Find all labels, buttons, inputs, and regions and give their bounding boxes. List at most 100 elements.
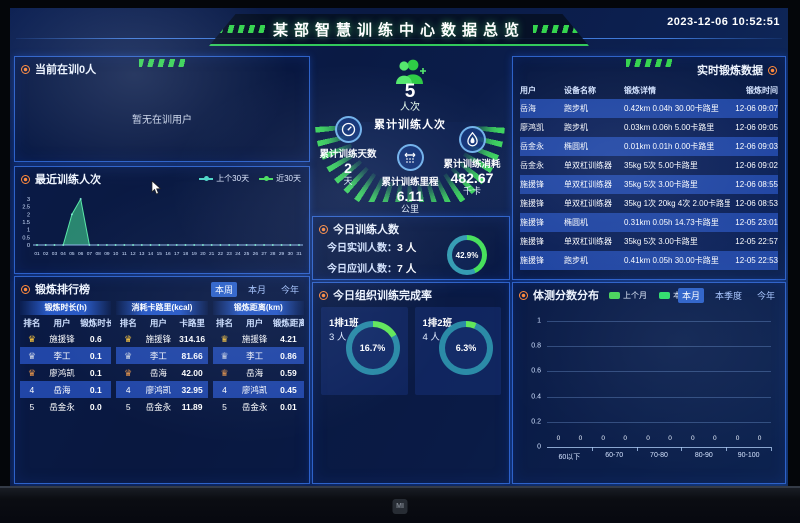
today-count-label: 今日实训人数：	[327, 243, 397, 254]
bullseye-icon	[21, 284, 30, 294]
score-tab[interactable]: 本季度	[714, 291, 742, 301]
medal-icon: ♛	[27, 350, 36, 361]
panel-recent-training-chart: 最近训练人次 上个30天 近30天 0 0.5 1 1.5 2 2.5 3 01 02 03 04 05…	[14, 166, 310, 274]
ranking-tab[interactable]: 本月	[247, 285, 266, 295]
rank-cell: 5	[125, 401, 131, 412]
completion-donut: 16.7%	[345, 321, 400, 375]
panel-title: 今日训练人数	[333, 224, 399, 236]
svg-text:30: 30	[288, 251, 294, 257]
medal-icon: ♛	[220, 350, 229, 361]
squad-count: 4 人	[422, 332, 440, 343]
detail-cell: 35kg 5次 3.00卡路里	[624, 180, 698, 189]
legend-item[interactable]: 上个30天	[199, 173, 249, 184]
bar-value-label: 0	[757, 435, 762, 442]
total-visits-label: 累计训练人次	[374, 119, 446, 131]
panel-title: 当前在训0人	[35, 64, 97, 76]
bar-value-label: 0	[646, 435, 650, 442]
device-cell: 跑步机	[564, 104, 588, 113]
total-visits-value: 5	[404, 81, 416, 102]
rank-cell: ♛	[213, 334, 237, 344]
svg-text:11: 11	[122, 251, 127, 257]
value-cell: 32.95	[181, 384, 203, 395]
svg-text:08: 08	[95, 251, 101, 257]
bar-value-label: 0	[668, 435, 672, 442]
svg-text:13: 13	[139, 251, 145, 257]
column-header: 用户	[520, 85, 536, 95]
detail-cell: 35kg 5次 5.00卡路里	[624, 161, 698, 170]
user-cell: 岳金永	[49, 401, 75, 412]
total-visits-block: 5 人次 累计训练人次	[312, 58, 508, 132]
svg-text:28: 28	[270, 251, 276, 257]
svg-text:04: 04	[61, 251, 67, 257]
rank-cell: ♛	[20, 351, 44, 361]
stat-circle	[458, 126, 486, 153]
axis-tick	[771, 447, 772, 451]
ranking-group-header: 锻炼时长(h)	[20, 301, 112, 315]
ranking-group-header: 消耗卡路里(kcal)	[116, 301, 208, 315]
svg-text:16: 16	[165, 251, 171, 257]
medal-icon: ♛	[27, 333, 36, 344]
panel-title-row: 今日组织训练完成率	[313, 283, 509, 307]
stat-value: 6.11	[396, 188, 424, 204]
value-cell: 0.45	[280, 384, 297, 395]
bullseye-icon	[319, 290, 328, 300]
column-header: 用户	[246, 317, 264, 328]
user-cell: 廖鸿凯	[241, 384, 268, 395]
ranking-tab[interactable]: 本周	[210, 282, 237, 297]
user-cell: 岳海	[149, 367, 167, 378]
user-cell: 岳金永	[520, 142, 544, 151]
table-row: 5 岳金永 0.0	[20, 398, 111, 415]
ranking-tab[interactable]: 今年	[280, 285, 299, 295]
today-count-row: 今日应训人数：7 人	[327, 260, 416, 276]
legend-marker-icon	[609, 292, 620, 299]
user-cell: 岳金永	[520, 161, 544, 170]
bullseye-icon	[21, 174, 30, 184]
legend-label: 上个月	[623, 291, 647, 300]
medal-icon: ♛	[124, 367, 133, 378]
ranking-header-row: 排名 用户 卡路里	[116, 315, 207, 330]
device-cell: 跑步机	[564, 123, 588, 132]
svg-text:2: 2	[27, 212, 30, 218]
svg-text:0.5: 0.5	[22, 235, 30, 241]
stat-value: 2	[344, 160, 352, 176]
rank-cell: 4	[125, 384, 131, 395]
axis-tick	[726, 447, 728, 451]
detail-cell: 0.41km 0.05h 30.00卡路里	[624, 256, 719, 265]
svg-text:02: 02	[43, 251, 49, 257]
ranking-table: 锻炼距离(km) 排名 用户 锻炼距离 ♛ 施援锋 4.21 ♛ 李工 0.86 ♛ 岳海 0.59 4 廖…	[212, 301, 304, 415]
user-cell: 施援锋	[145, 333, 172, 344]
chart-legend: 上个30天 近30天	[199, 173, 301, 184]
medal-icon: ♛	[124, 333, 133, 344]
table-row: 施援锋 单双杠训练器 35kg 5次 3.00卡路里 12-05 22:57	[520, 232, 778, 251]
svg-text:15: 15	[157, 251, 163, 257]
table-row: ♛ 施援锋 4.21	[213, 330, 304, 347]
legend-item[interactable]: 上个月	[609, 290, 647, 301]
table-row: ♛ 施援锋 314.16	[116, 330, 207, 347]
user-cell: 施援锋	[520, 237, 544, 246]
legend-item[interactable]: 近30天	[259, 173, 301, 184]
svg-text:3: 3	[27, 197, 30, 203]
rank-cell: 4	[222, 384, 227, 395]
stat-value: 482.67	[450, 170, 494, 186]
svg-text:05: 05	[69, 251, 75, 257]
people-icon	[396, 59, 426, 84]
stat-item-2: 累计训练里程 6.11 公里	[372, 144, 448, 215]
panel-title: 锻炼排行榜	[35, 284, 90, 296]
score-tab[interactable]: 本月	[677, 288, 704, 303]
calorie-icon	[466, 132, 478, 147]
value-cell: 0.1	[89, 350, 102, 361]
gridline	[547, 346, 771, 348]
stat-label: 累计训练天数	[319, 149, 377, 160]
table-row: ♛ 李工 0.1	[20, 347, 112, 364]
table-row: 廖鸿凯 跑步机 0.03km 0.06h 5.00卡路里 12-06 09:05	[520, 118, 778, 137]
donut-hole: 6.3%	[445, 327, 487, 369]
bullseye-icon	[519, 290, 528, 300]
rank-cell: ♛	[20, 368, 44, 378]
user-cell: 施援锋	[241, 333, 268, 344]
table-row: 4 岳海 0.1	[20, 381, 112, 398]
svg-text:19: 19	[192, 251, 198, 257]
score-tab[interactable]: 今年	[756, 291, 775, 301]
stripe-deco-icon	[139, 59, 185, 67]
stat-unit: 千卡	[462, 186, 481, 196]
table-row: ♛ 岳海 42.00	[116, 364, 207, 381]
